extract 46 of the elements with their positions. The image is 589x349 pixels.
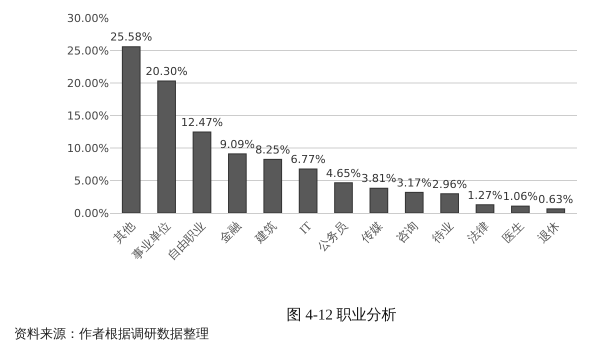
- x-tick-label: 其他: [110, 218, 138, 246]
- data-label: 8.25%: [255, 143, 290, 156]
- data-label: 9.09%: [220, 138, 255, 151]
- y-tick-label: 0.00%: [74, 206, 109, 220]
- bar: [228, 153, 247, 213]
- bar: [298, 168, 318, 213]
- bar: [192, 131, 212, 213]
- data-label: 12.47%: [181, 116, 223, 129]
- data-label: 1.06%: [502, 190, 538, 204]
- bar: [122, 46, 141, 213]
- y-tick-label: 20.00%: [67, 76, 109, 90]
- x-tick-label: 建筑: [252, 218, 280, 246]
- y-tick-label: 30.00%: [67, 12, 109, 25]
- y-tick-label: 5.00%: [74, 174, 109, 188]
- bar: [370, 188, 388, 213]
- y-tick-label: 15.00%: [67, 109, 109, 122]
- bar: [334, 182, 353, 213]
- x-tick-label: 咨询: [394, 218, 421, 246]
- bar: [263, 158, 282, 213]
- bar: [440, 193, 459, 213]
- x-tick-label: IT: [296, 218, 315, 237]
- bar: [546, 208, 566, 213]
- bar: [511, 206, 530, 213]
- x-tick-label: 医生: [500, 218, 527, 246]
- x-tick-label: 传媒: [358, 218, 386, 246]
- bar: [404, 192, 424, 213]
- data-label: 1.27%: [468, 188, 502, 202]
- x-tick-label: 金融: [216, 218, 244, 246]
- data-label: 20.30%: [146, 65, 188, 78]
- data-label: 3.81%: [361, 172, 396, 186]
- data-label: 3.17%: [396, 176, 432, 190]
- y-tick-label: 25.00%: [67, 44, 109, 58]
- x-tick-label: 待业: [429, 218, 456, 246]
- data-label: 4.65%: [326, 166, 361, 180]
- x-tick-label: 退休: [535, 218, 562, 246]
- data-label: 25.58%: [110, 30, 152, 44]
- data-label: 0.63%: [538, 192, 574, 206]
- data-label: 6.77%: [290, 153, 326, 166]
- bar: [157, 80, 176, 213]
- bar: [476, 204, 494, 213]
- text: 资料来源：作者根据调研数据整理: [14, 326, 209, 341]
- text: 图 4-12 职业分析: [286, 306, 397, 324]
- data-label: 2.96%: [432, 178, 468, 191]
- y-tick-label: 10.00%: [67, 142, 109, 155]
- x-tick-label: 法律: [464, 218, 492, 246]
- x-tick-label: 公务员: [314, 218, 350, 254]
